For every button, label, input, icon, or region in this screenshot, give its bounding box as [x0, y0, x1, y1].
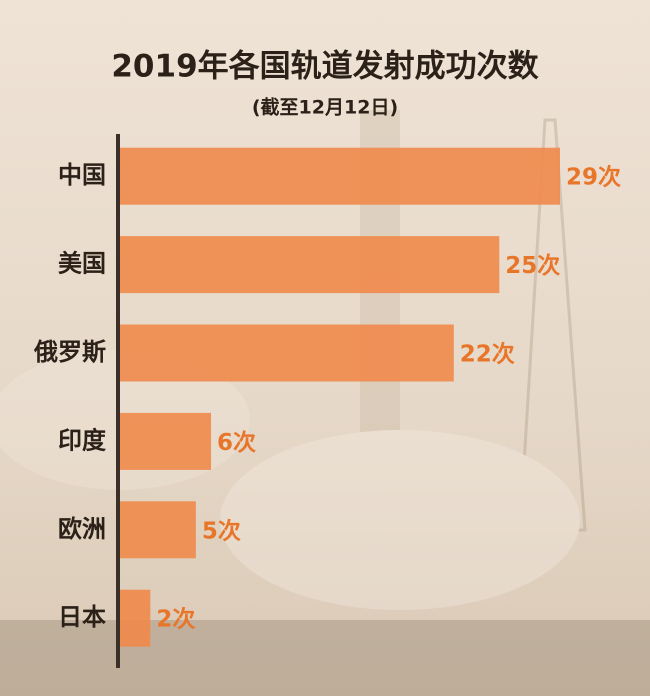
- y-tick-label: 印度: [58, 426, 107, 454]
- y-tick-label: 日本: [58, 603, 106, 631]
- y-tick-label: 欧洲: [58, 515, 106, 543]
- data-label: 2次: [156, 606, 195, 633]
- y-tick-label: 中国: [58, 161, 106, 189]
- data-label: 5次: [202, 517, 241, 544]
- bar: [120, 324, 454, 382]
- bar: [120, 501, 196, 559]
- data-label: 29次: [566, 164, 621, 191]
- bar: [120, 236, 500, 294]
- y-tick-label: 俄罗斯: [33, 338, 106, 366]
- chart-title: 2019年各国轨道发射成功次数: [111, 49, 538, 85]
- data-label: 25次: [505, 252, 560, 279]
- bar: [120, 589, 151, 647]
- chart-subtitle: (截至12月12日): [252, 96, 398, 119]
- data-label: 22次: [460, 341, 515, 368]
- y-tick-label: 美国: [58, 250, 106, 278]
- data-label: 6次: [217, 429, 256, 456]
- bar: [120, 412, 212, 470]
- bar: [120, 147, 560, 205]
